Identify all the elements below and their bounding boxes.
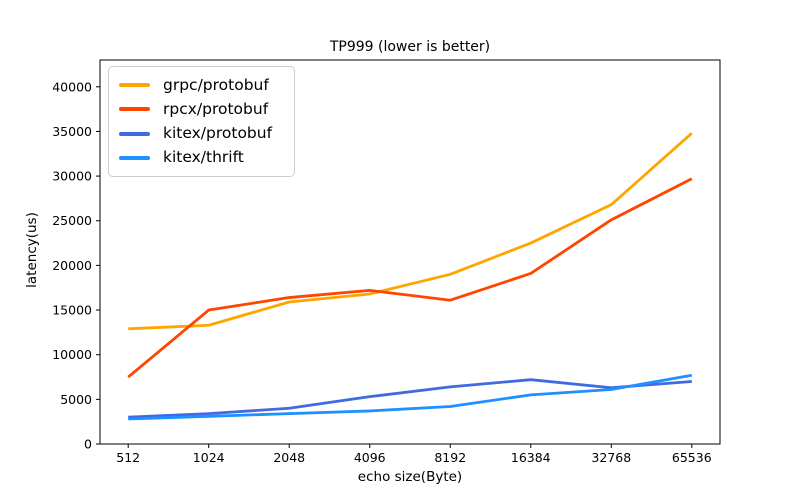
legend-item-label: rpcx/protobuf <box>163 99 269 118</box>
series-line-rpcx-protobuf <box>127 177 693 379</box>
legend-item: grpc/protobuf <box>109 75 294 94</box>
series-line-grpc-protobuf <box>128 132 693 331</box>
plot-border <box>99 59 721 445</box>
y-tick-label: 30000 <box>52 169 92 184</box>
legend-item-label: grpc/protobuf <box>163 75 269 94</box>
x-tick-label: 8192 <box>434 450 466 465</box>
y-tick-label: 15000 <box>52 303 92 318</box>
x-tick-label: 65536 <box>672 450 712 465</box>
y-axis-label: latency(us) <box>24 212 40 288</box>
legend-line-swatch <box>119 107 150 112</box>
y-tick-label: 0 <box>84 437 92 452</box>
x-tick-label: 16384 <box>511 450 551 465</box>
legend-line-swatch <box>119 83 150 88</box>
legend-item: rpcx/protobuf <box>109 99 294 118</box>
legend-item: kitex/protobuf <box>109 123 294 142</box>
y-tick-label: 5000 <box>60 392 92 407</box>
legend-item-label: kitex/protobuf <box>163 123 273 142</box>
y-tick-label: 35000 <box>52 124 92 139</box>
y-tick-label: 25000 <box>52 213 92 228</box>
y-tick-label: 10000 <box>52 347 92 362</box>
y-tick-label: 20000 <box>52 258 92 273</box>
series-line-kitex-protobuf <box>128 378 692 419</box>
x-tick-label: 2048 <box>273 450 305 465</box>
x-axis-label: echo size(Byte) <box>358 469 462 485</box>
series-line-kitex-thrift <box>128 373 693 421</box>
x-tick-label: 4096 <box>354 450 386 465</box>
legend-item-label: kitex/thrift <box>163 147 244 166</box>
x-tick-label: 512 <box>116 450 140 465</box>
legend: grpc/protobuf rpcx/protobuf kitex/protob… <box>108 66 295 177</box>
x-tick-label: 32768 <box>591 450 631 465</box>
x-tick-label: 1024 <box>193 450 225 465</box>
legend-item: kitex/thrift <box>109 147 294 166</box>
legend-line-swatch <box>119 131 150 136</box>
chart-title: TP999 (lower is better) <box>329 39 490 55</box>
y-tick-label: 40000 <box>52 79 92 94</box>
legend-line-swatch <box>119 155 150 160</box>
